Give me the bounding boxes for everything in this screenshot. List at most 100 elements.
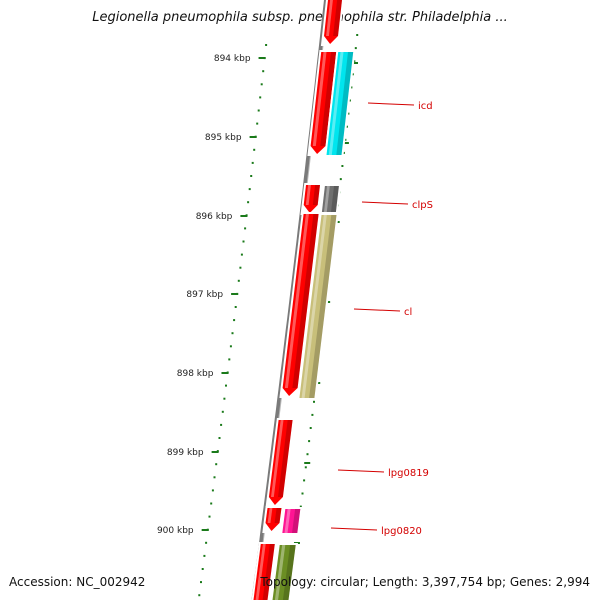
gene-label-line [330,527,378,531]
scale-dot [341,165,344,167]
scale-dot [339,178,342,181]
scale-dot [248,188,251,191]
scale-dot [306,453,309,456]
scale-dot [313,400,315,403]
scale-dot [220,423,223,426]
scale-dot [244,227,247,230]
scale-dot [262,70,265,73]
gene-labels: icd clpS cl lpg0819 lpg0820 [330,101,433,537]
cds-feature-highlight [305,185,311,205]
cds-feature-highlight [312,52,327,146]
scale-dot [299,505,302,508]
scale-dot [348,99,351,102]
scale-dot [351,73,354,76]
gene-icd-body [326,52,354,155]
gene-cl-highlight [301,215,327,398]
scale-dot [350,86,353,89]
cds-feature-body [282,214,319,396]
gene-label-clpS: clpS [412,200,433,211]
scale-dot [251,161,254,164]
gene-cl-body [299,215,337,398]
cds-feature-highlight [271,420,284,497]
gene-features [251,0,356,600]
scale-dot [218,437,221,439]
scale-dot [211,489,214,492]
scale-label: 896 kbp [196,212,233,222]
scale-dot [203,554,206,557]
gene-feature-highlight [274,545,286,600]
scale-dot [303,479,306,482]
scale-dot [215,463,218,466]
scale-dot [239,266,242,269]
scale-dot [223,397,226,400]
scale-dot [308,440,311,443]
scale-dot [353,60,356,63]
gene-label-icd: icd [418,101,433,112]
gene-label-cl: cl [404,307,412,318]
gene-clpS-body [321,186,339,212]
cds-feature [307,50,339,156]
cds-feature-body [265,508,282,531]
scale-dot [257,109,260,112]
cds-feature [300,183,323,215]
gene-lpg0820-highlight [284,509,291,533]
gene-clpS-shade [331,186,339,212]
cds-feature-body [253,544,275,600]
scale-dot [229,345,232,348]
cds-feature-shade [292,214,319,388]
scale-label: 897 kbp [186,290,223,300]
gene-icd-highlight [328,52,344,155]
scale-dot [309,427,312,429]
cds-feature-body [303,185,320,213]
scale-dot [225,384,227,387]
scale-dot [259,96,262,99]
cds-feature-shade [312,185,320,205]
scale-dot [345,125,348,128]
cds-feature-highlight [267,508,273,523]
scale-dot [311,413,314,416]
scale-label: 900 kbp [157,526,194,536]
cds-feature-shade [262,544,275,600]
gene-label-line [337,469,385,473]
gene-lpg0820-body [282,509,301,533]
accession-text: Accession: NC_002942 [9,575,146,589]
gene-icd-shade [336,52,354,155]
genome-summary-text: Topology: circular; Length: 3,397,754 bp… [260,575,590,589]
scale-dot [213,476,216,479]
scale-labels: 894 kbp 895 kbp 896 kbp 897 kbp 898 kbp 899 k… [157,54,251,536]
scale-dot [253,148,256,151]
cds-feature [251,542,278,600]
cds-feature-body [324,0,342,44]
cds-feature [320,0,344,46]
scale-dot [247,201,250,204]
cds-feature [279,212,321,398]
scale-dot [347,112,350,115]
cds-feature-highlight [326,0,333,36]
cds-feature-shade [320,52,337,146]
scale-dot [304,466,307,469]
scale-dot [250,175,253,177]
scale-dot [208,515,211,518]
gene-feature-body [272,545,296,600]
scale-dot [234,306,237,308]
scale-dot [200,581,202,584]
scale-label: 898 kbp [177,369,214,379]
scale-dot [231,332,234,335]
gene-lpg0820-shade [292,509,301,533]
genome-title: Legionella pneumophila subsp. pneumophil… [92,10,508,25]
scale-dot [198,594,201,597]
scale-label: 895 kbp [205,133,242,143]
scale-dot [205,541,208,544]
scale-dot [344,138,347,141]
gene-label-line [353,308,401,312]
scale-dot [260,83,263,86]
gene-label-lpg0820: lpg0820 [381,526,422,537]
scale-dot [354,47,357,50]
gene-label-lpg0819: lpg0819 [388,468,429,479]
scale-dot [301,492,304,495]
scale-dot [265,44,268,46]
gene-icd [324,50,356,157]
scale-dot [342,151,345,154]
scale-dot [242,240,245,243]
